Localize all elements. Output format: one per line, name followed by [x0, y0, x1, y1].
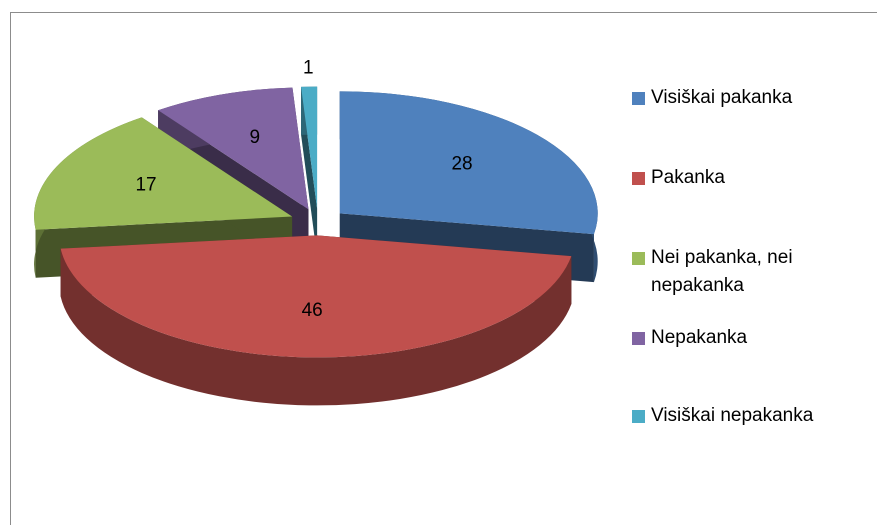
- legend-item: Visiškai nepakanka: [632, 402, 862, 430]
- slice: [60, 235, 572, 358]
- legend-swatch: [632, 252, 645, 265]
- legend-label: Visiškai nepakanka: [651, 405, 814, 426]
- legend-item: Nei pakanka, nei nepakanka: [632, 244, 862, 300]
- legend-label: Nei pakanka, nei nepakanka: [651, 247, 793, 296]
- slice: [34, 117, 293, 230]
- legend-swatch: [632, 92, 645, 105]
- legend-label: Pakanka: [651, 167, 725, 188]
- legend-swatch: [632, 172, 645, 185]
- data-label: 1: [303, 57, 314, 78]
- legend-swatch: [632, 410, 645, 423]
- data-label: 9: [250, 127, 261, 148]
- slice: [158, 87, 309, 210]
- data-label: 17: [135, 175, 156, 196]
- legend-item: Nepakanka: [632, 324, 862, 352]
- legend-label: Visiškai pakanka: [651, 87, 793, 108]
- slice: [301, 86, 318, 209]
- legend-label: Nepakanka: [651, 327, 748, 348]
- legend-swatch: [632, 332, 645, 345]
- slice-wall: [60, 248, 572, 406]
- data-label: 28: [451, 154, 472, 175]
- slice: [339, 91, 598, 235]
- data-label: 46: [302, 300, 323, 321]
- legend-item: Visiškai pakanka: [632, 84, 862, 112]
- legend-item: Pakanka: [632, 164, 862, 192]
